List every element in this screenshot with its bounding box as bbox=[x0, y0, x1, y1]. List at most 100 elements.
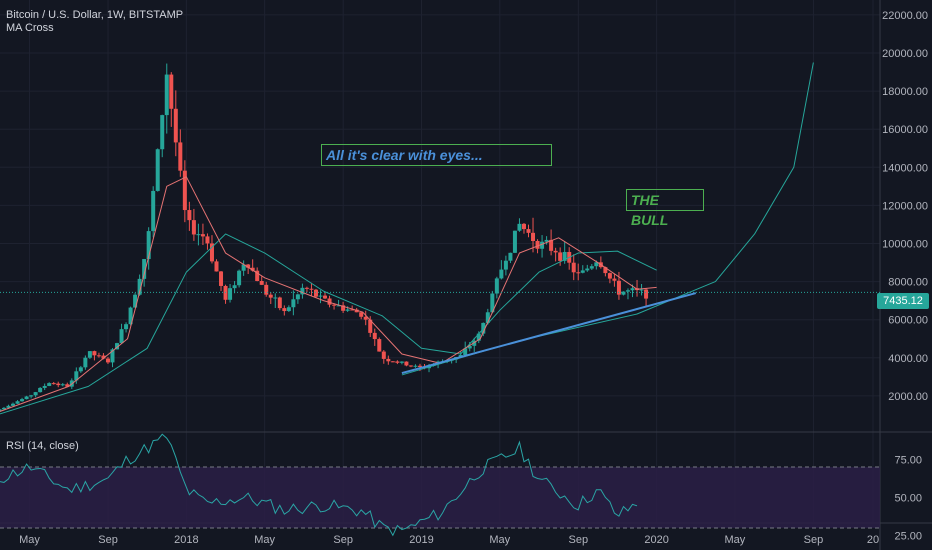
candle-up bbox=[42, 385, 47, 388]
price-tick-label: 4000.00 bbox=[888, 353, 928, 365]
candle-down bbox=[363, 316, 368, 320]
candle-down bbox=[390, 361, 395, 363]
candle-up bbox=[540, 241, 545, 249]
candle-up bbox=[241, 264, 246, 271]
candle-up bbox=[562, 251, 567, 261]
candle-down bbox=[51, 383, 56, 385]
candle-up bbox=[0, 409, 2, 412]
time-tick-label: May bbox=[19, 534, 40, 546]
candle-down bbox=[323, 295, 328, 299]
candle-up bbox=[594, 262, 599, 267]
candle-down bbox=[381, 351, 386, 359]
candle-down bbox=[96, 355, 101, 357]
candle-down bbox=[219, 271, 224, 286]
candle-up bbox=[472, 340, 477, 346]
annotation-bull[interactable]: THE BULL bbox=[626, 189, 704, 228]
time-tick-label: Sep bbox=[569, 534, 589, 546]
candle-down bbox=[612, 278, 617, 281]
candle-up bbox=[115, 343, 120, 350]
candle-up bbox=[146, 231, 151, 260]
candle-down bbox=[368, 319, 373, 333]
candle-up bbox=[336, 305, 341, 307]
candle-up bbox=[160, 115, 165, 150]
candle-down bbox=[214, 261, 219, 272]
candle-down bbox=[173, 108, 178, 143]
candle-down bbox=[576, 272, 581, 274]
candle-up bbox=[60, 384, 65, 386]
candle-up bbox=[6, 405, 11, 408]
ma-fast-line bbox=[0, 176, 657, 412]
candle-up bbox=[38, 387, 43, 393]
candle-up bbox=[151, 190, 156, 232]
candle-down bbox=[304, 287, 309, 289]
candle-up bbox=[142, 259, 147, 279]
candle-down bbox=[408, 365, 413, 367]
candle-up bbox=[137, 278, 142, 295]
candle-down bbox=[531, 232, 536, 241]
candle-down bbox=[264, 284, 269, 295]
candle-down bbox=[327, 298, 332, 305]
candle-up bbox=[589, 266, 594, 269]
time-tick-label: 2020 bbox=[644, 534, 668, 546]
time-tick-label: 2018 bbox=[174, 534, 198, 546]
candle-up bbox=[164, 74, 169, 116]
candle-down bbox=[92, 351, 97, 356]
candle-up bbox=[490, 293, 495, 313]
candle-up bbox=[228, 288, 233, 300]
price-tick-label: 6000.00 bbox=[888, 315, 928, 327]
indicator-label: MA Cross bbox=[6, 22, 54, 34]
time-tick-label: 2019 bbox=[409, 534, 433, 546]
candle-down bbox=[526, 229, 531, 233]
candle-up bbox=[467, 345, 472, 349]
candle-up bbox=[1, 407, 6, 410]
candle-down bbox=[209, 243, 214, 262]
candle-down bbox=[377, 339, 382, 352]
candle-down bbox=[282, 308, 287, 312]
candle-down bbox=[169, 74, 174, 109]
candle-up bbox=[87, 351, 92, 358]
candle-up bbox=[237, 270, 242, 286]
candle-up bbox=[15, 401, 20, 404]
candle-up bbox=[580, 270, 585, 273]
candle-down bbox=[268, 294, 273, 298]
candle-down bbox=[535, 240, 540, 249]
candle-down bbox=[354, 309, 359, 313]
candle-up bbox=[119, 329, 124, 344]
candle-down bbox=[200, 234, 205, 237]
price-tick-label: 20000.00 bbox=[882, 48, 928, 60]
symbol-title: Bitcoin / U.S. Dollar, 1W, BITSTAMP bbox=[6, 9, 184, 21]
candle-up bbox=[517, 223, 522, 231]
time-tick-label: May bbox=[489, 534, 510, 546]
candle-down bbox=[549, 239, 554, 251]
candles bbox=[0, 63, 649, 412]
candle-up bbox=[128, 307, 133, 325]
candle-up bbox=[83, 357, 88, 368]
candle-up bbox=[503, 260, 508, 270]
candle-down bbox=[250, 267, 255, 271]
candle-down bbox=[255, 270, 260, 281]
candle-up bbox=[585, 268, 590, 271]
price-tick-label: 10000.00 bbox=[882, 239, 928, 251]
indicator-lines bbox=[0, 62, 880, 415]
candle-down bbox=[359, 312, 364, 317]
candle-down bbox=[571, 262, 576, 273]
candle-up bbox=[295, 294, 300, 300]
candle-up bbox=[345, 309, 350, 311]
candle-up bbox=[544, 239, 549, 242]
annotation-note[interactable]: All it's clear with eyes... bbox=[321, 144, 552, 166]
candle-down bbox=[56, 383, 61, 386]
candle-up bbox=[110, 349, 115, 363]
candle-down bbox=[616, 280, 621, 295]
candle-down bbox=[187, 210, 192, 221]
candle-down bbox=[309, 288, 314, 290]
candle-up bbox=[11, 403, 16, 406]
price-tick-label: 12000.00 bbox=[882, 200, 928, 212]
support-trendline bbox=[401, 292, 697, 375]
time-tick-label: Sep bbox=[98, 534, 118, 546]
candle-up bbox=[155, 149, 160, 191]
candle-up bbox=[476, 333, 481, 341]
rsi-tick-label: 75.00 bbox=[894, 454, 922, 466]
